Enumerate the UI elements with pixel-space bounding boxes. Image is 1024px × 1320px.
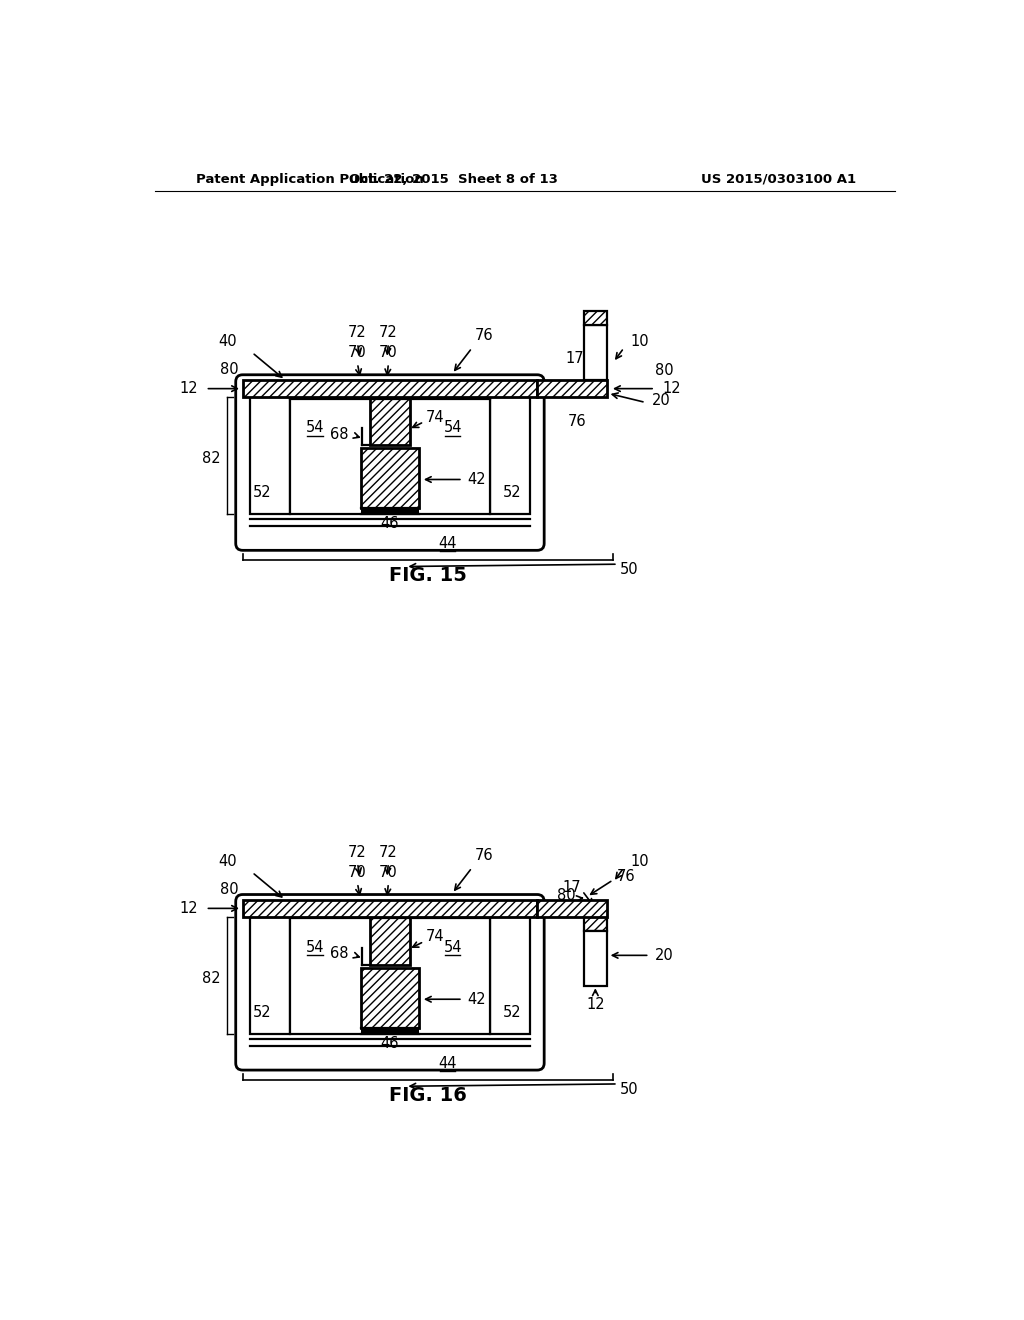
Bar [584, 931, 607, 986]
Text: 70: 70 [348, 345, 367, 360]
Text: Patent Application Publication: Patent Application Publication [197, 173, 424, 186]
Text: 74: 74 [426, 929, 444, 944]
Text: 54: 54 [443, 420, 462, 436]
Bar [538, 900, 607, 917]
Text: 50: 50 [620, 562, 638, 577]
Text: 54: 54 [443, 940, 462, 956]
Bar [584, 325, 607, 380]
Bar [370, 397, 410, 445]
Text: 68: 68 [330, 426, 348, 442]
FancyBboxPatch shape [236, 895, 544, 1071]
Bar [489, 917, 530, 1034]
Text: 70: 70 [348, 865, 367, 880]
Text: 12: 12 [663, 381, 681, 396]
Text: 48: 48 [381, 473, 399, 487]
Text: 72: 72 [379, 325, 397, 341]
Text: 80: 80 [220, 882, 239, 896]
Bar [250, 917, 290, 1034]
Text: 82: 82 [203, 451, 221, 466]
Text: 42: 42 [467, 473, 486, 487]
Text: 12: 12 [586, 997, 604, 1012]
Text: 12: 12 [179, 900, 198, 916]
Bar [360, 1028, 420, 1034]
Text: 46: 46 [381, 1036, 399, 1051]
Text: 80: 80 [557, 888, 575, 903]
Text: 62: 62 [381, 417, 399, 432]
FancyBboxPatch shape [236, 375, 544, 550]
Text: 46: 46 [381, 516, 399, 531]
Text: 70: 70 [379, 865, 397, 880]
Text: 50: 50 [620, 1081, 638, 1097]
Bar [360, 968, 420, 1028]
Text: 54: 54 [305, 940, 324, 956]
Text: 52: 52 [253, 484, 271, 500]
Bar [290, 917, 489, 1034]
Text: 17: 17 [565, 351, 584, 366]
Text: 48: 48 [381, 991, 399, 1007]
Text: Oct. 22, 2015  Sheet 8 of 13: Oct. 22, 2015 Sheet 8 of 13 [349, 173, 558, 186]
Bar [584, 312, 607, 325]
Text: 54: 54 [305, 420, 324, 436]
Text: 72: 72 [379, 845, 397, 859]
Bar [584, 917, 607, 931]
Text: 80: 80 [220, 362, 239, 378]
Text: 76: 76 [616, 870, 635, 884]
Text: 62: 62 [381, 936, 399, 952]
Text: 17: 17 [562, 880, 581, 895]
Text: 82: 82 [203, 972, 221, 986]
Text: 20: 20 [655, 948, 674, 962]
Text: 52: 52 [253, 1005, 271, 1020]
Text: 10: 10 [630, 334, 649, 350]
Text: 40: 40 [218, 334, 237, 350]
Text: 44: 44 [438, 536, 457, 550]
Text: 40: 40 [218, 854, 237, 869]
Bar [489, 397, 530, 515]
Bar [360, 447, 420, 508]
Text: 70: 70 [379, 345, 397, 360]
Text: FIG. 15: FIG. 15 [389, 566, 467, 585]
Text: 44: 44 [438, 1056, 457, 1071]
Text: 76: 76 [568, 414, 587, 429]
Bar [370, 917, 410, 965]
Bar [538, 380, 607, 397]
Text: 76: 76 [475, 847, 494, 863]
Text: 52: 52 [503, 1005, 521, 1020]
Text: 74: 74 [426, 409, 444, 425]
Text: 10: 10 [630, 854, 649, 869]
Bar [250, 397, 290, 515]
Text: 42: 42 [467, 991, 486, 1007]
Text: 68: 68 [330, 946, 348, 961]
Bar [243, 900, 538, 917]
Text: 52: 52 [503, 484, 521, 500]
Text: 20: 20 [652, 393, 671, 408]
Bar [360, 508, 420, 515]
Bar [290, 397, 489, 515]
Text: 72: 72 [348, 325, 367, 341]
Text: 76: 76 [475, 329, 494, 343]
Text: 72: 72 [348, 845, 367, 859]
Bar [243, 380, 538, 397]
Text: 12: 12 [179, 381, 198, 396]
Text: 80: 80 [655, 363, 674, 379]
Text: FIG. 16: FIG. 16 [389, 1086, 467, 1105]
Text: US 2015/0303100 A1: US 2015/0303100 A1 [701, 173, 856, 186]
